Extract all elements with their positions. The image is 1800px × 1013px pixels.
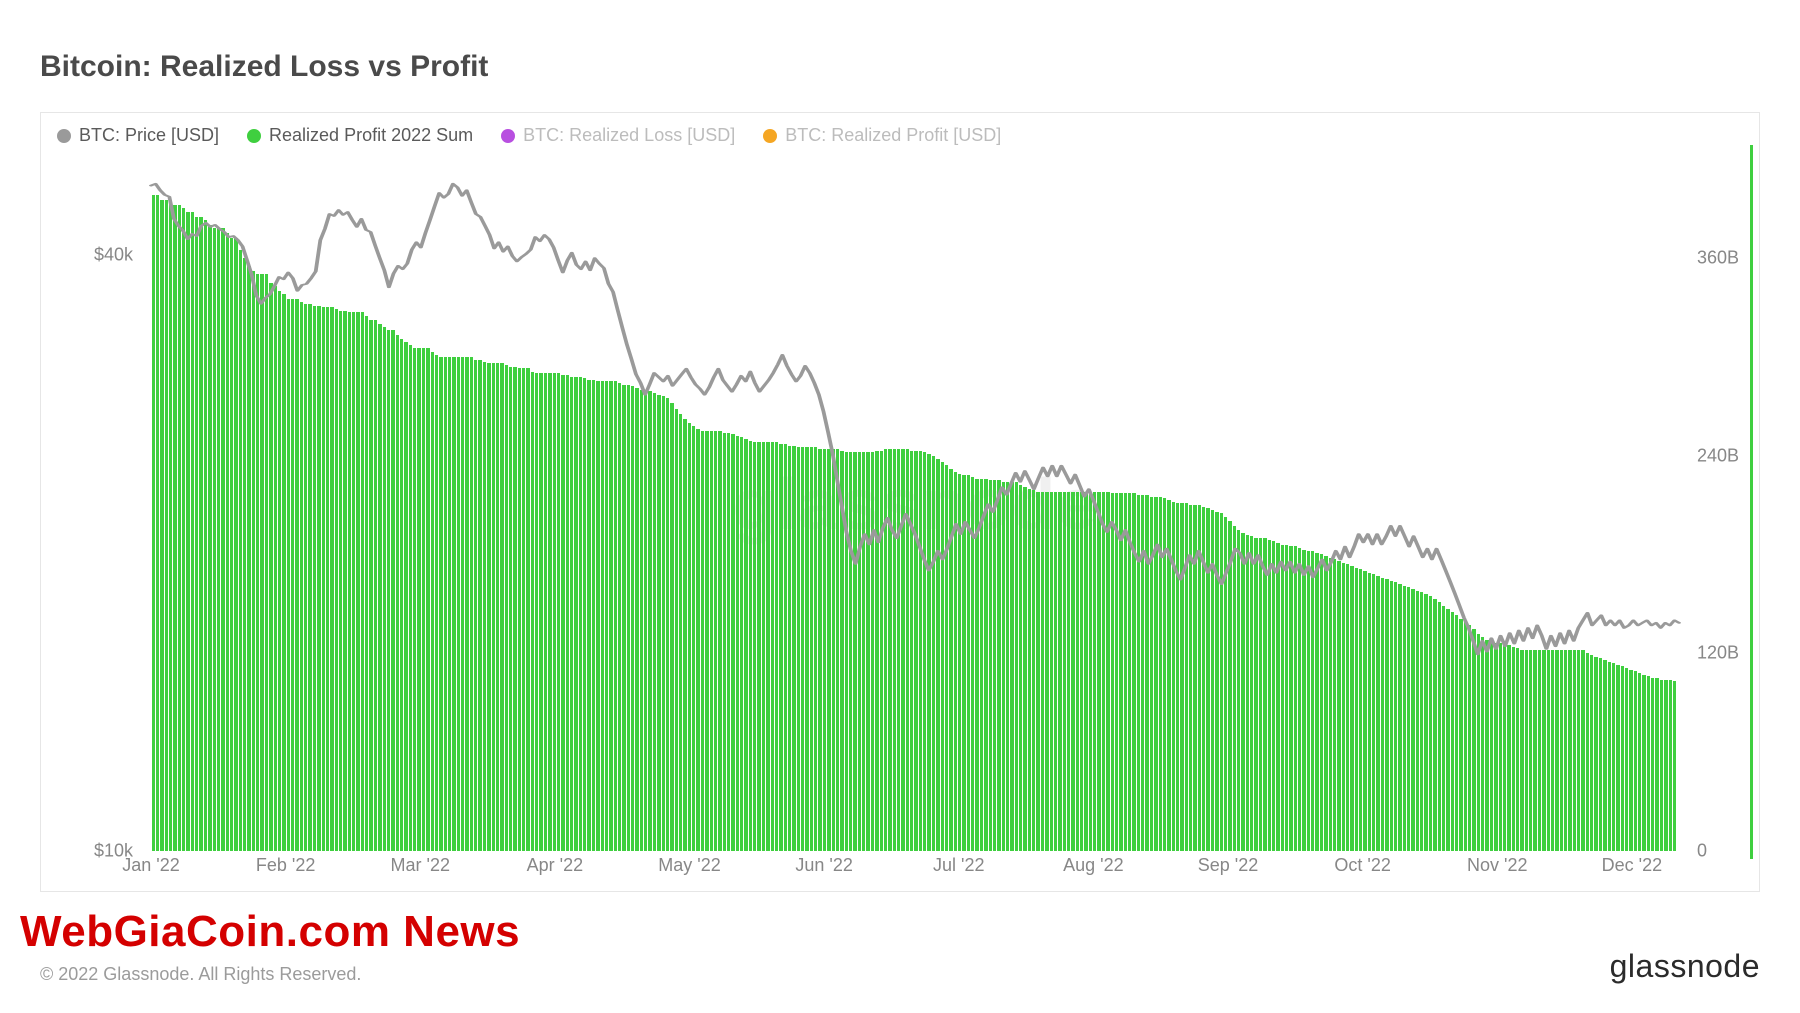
y-axis-left: $40k$10k [41, 159, 141, 851]
x-tick: Apr '22 [527, 855, 583, 876]
y-right-tick: 120B [1697, 643, 1739, 664]
chart-frame: BTC: Price [USD] Realized Profit 2022 Sum… [40, 112, 1760, 892]
chart-page: Bitcoin: Realized Loss vs Profit BTC: Pr… [0, 0, 1800, 1013]
y-right-tick: 360B [1697, 247, 1739, 268]
legend-swatch [247, 129, 261, 143]
legend-swatch [57, 129, 71, 143]
x-tick: Aug '22 [1063, 855, 1124, 876]
legend-item: BTC: Realized Loss [USD] [501, 125, 735, 146]
legend-label: BTC: Price [USD] [79, 125, 219, 146]
price-line-path [151, 184, 1679, 655]
legend: BTC: Price [USD] Realized Profit 2022 Sum… [49, 125, 1751, 146]
price-line-svg [151, 159, 1679, 851]
y-left-tick: $40k [94, 244, 133, 265]
y-axis-right: 360B240B120B0 [1689, 159, 1759, 851]
legend-swatch [501, 129, 515, 143]
legend-item: Realized Profit 2022 Sum [247, 125, 473, 146]
legend-label: BTC: Realized Loss [USD] [523, 125, 735, 146]
x-tick: Feb '22 [256, 855, 315, 876]
legend-item: BTC: Price [USD] [57, 125, 219, 146]
y-right-tick: 240B [1697, 445, 1739, 466]
x-tick: Jun '22 [795, 855, 852, 876]
x-tick: Mar '22 [391, 855, 450, 876]
x-tick: Jan '22 [122, 855, 179, 876]
y-right-tick: 0 [1697, 841, 1707, 862]
footer: © 2022 Glassnode. All Rights Reserved. g… [40, 948, 1760, 985]
plot-area: glassnode [151, 159, 1679, 851]
x-axis: Jan '22Feb '22Mar '22Apr '22May '22Jun '… [151, 855, 1679, 883]
copyright-text: © 2022 Glassnode. All Rights Reserved. [40, 964, 361, 985]
x-tick: Dec '22 [1602, 855, 1662, 876]
x-tick: Nov '22 [1467, 855, 1527, 876]
legend-label: Realized Profit 2022 Sum [269, 125, 473, 146]
legend-item: BTC: Realized Profit [USD] [763, 125, 1001, 146]
chart-title: Bitcoin: Realized Loss vs Profit [40, 50, 1760, 84]
x-tick: Jul '22 [933, 855, 984, 876]
legend-swatch [763, 129, 777, 143]
x-tick: Oct '22 [1334, 855, 1390, 876]
legend-label: BTC: Realized Profit [USD] [785, 125, 1001, 146]
x-tick: Sep '22 [1198, 855, 1259, 876]
x-tick: May '22 [658, 855, 720, 876]
brand-logo: glassnode [1610, 948, 1760, 985]
